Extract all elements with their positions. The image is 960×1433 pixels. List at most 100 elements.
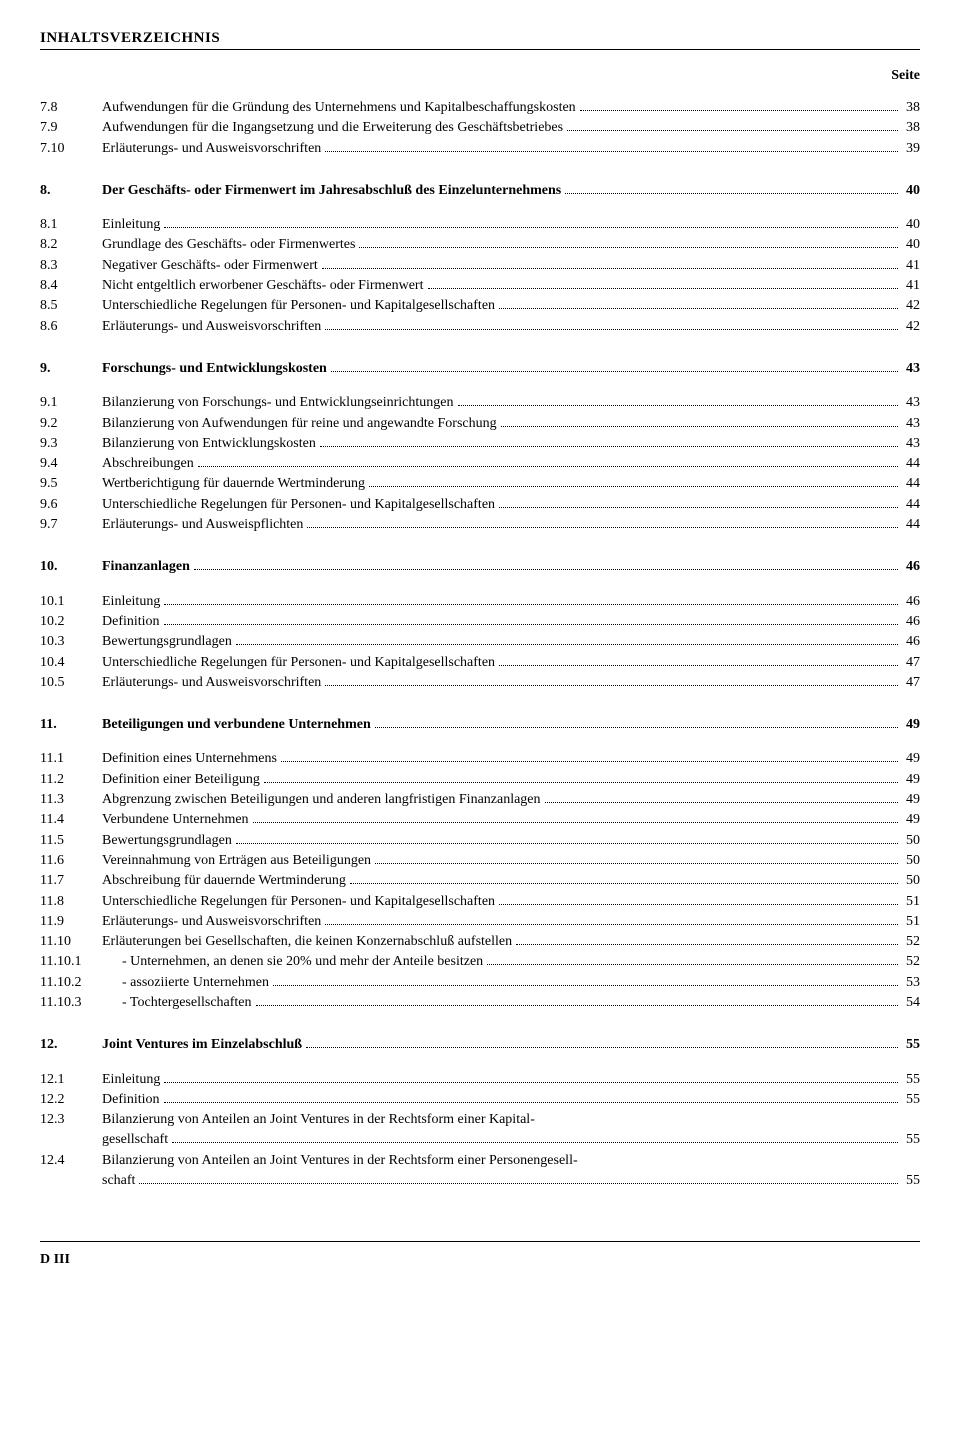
toc-entry-label: Erläuterungs- und Ausweispflichten xyxy=(102,515,303,535)
toc-entry-page: 51 xyxy=(902,912,920,932)
toc-row: 10.4Unterschiedliche Regelungen für Pers… xyxy=(40,653,920,673)
toc-entry-label: Joint Ventures im Einzelabschluß xyxy=(102,1035,302,1055)
toc-entry-text: Einleitung40 xyxy=(102,215,920,235)
toc-entry-page: 46 xyxy=(902,592,920,612)
toc-entry-number: 8.5 xyxy=(40,296,102,316)
toc-entry-label: Forschungs- und Entwicklungskosten xyxy=(102,359,327,379)
toc-entry-number: 11.8 xyxy=(40,892,102,912)
toc-entry-page: 55 xyxy=(902,1130,920,1150)
toc-entry-text: Aufwendungen für die Gründung des Untern… xyxy=(102,98,920,118)
toc-row: 7.8Aufwendungen für die Gründung des Unt… xyxy=(40,98,920,118)
toc-entry-number: 11.10 xyxy=(40,932,102,952)
toc-entry-page: 46 xyxy=(902,557,920,577)
toc-leader-dots xyxy=(164,1101,898,1103)
toc-entry-text: Bilanzierung von Forschungs- und Entwick… xyxy=(102,393,920,413)
toc-section: 8.Der Geschäfts- oder Firmenwert im Jahr… xyxy=(40,181,920,337)
toc-row: 8.Der Geschäfts- oder Firmenwert im Jahr… xyxy=(40,181,920,201)
toc-entry-number: 8.4 xyxy=(40,276,102,296)
toc-leader-dots xyxy=(236,643,898,645)
toc-entry-label-line: Bilanzierung von Anteilen an Joint Ventu… xyxy=(102,1110,920,1130)
toc-row: 11.9Erläuterungs- und Ausweisvorschrifte… xyxy=(40,912,920,932)
toc-entry-number: 11.5 xyxy=(40,831,102,851)
toc-leader-dots xyxy=(236,842,898,844)
toc-leader-dots xyxy=(499,506,898,508)
page-header-title: INHALTSVERZEICHNIS xyxy=(40,30,920,47)
toc-row: 9.1Bilanzierung von Forschungs- und Entw… xyxy=(40,393,920,413)
toc-entry-page: 55 xyxy=(902,1035,920,1055)
toc-leader-dots xyxy=(164,623,898,625)
toc-leader-dots xyxy=(306,1046,898,1048)
toc-entry-label: Definition eines Unternehmens xyxy=(102,749,277,769)
toc-entry-label: Erläuterungs- und Ausweisvorschriften xyxy=(102,139,321,159)
toc-entry-text: Unterschiedliche Regelungen für Personen… xyxy=(102,296,920,316)
toc-entry-number: 10.3 xyxy=(40,632,102,652)
toc-entry-page: 43 xyxy=(902,393,920,413)
toc-entry-page: 43 xyxy=(902,434,920,454)
toc-entry-text: Definition einer Beteiligung49 xyxy=(102,770,920,790)
toc-entry-number: 11.7 xyxy=(40,871,102,891)
toc-entry-number: 9.1 xyxy=(40,393,102,413)
toc-entry-number: 11.3 xyxy=(40,790,102,810)
toc-row: 8.2Grundlage des Geschäfts- oder Firmenw… xyxy=(40,235,920,255)
toc-leader-dots xyxy=(281,760,898,762)
toc-entry-number: 11.10.2 xyxy=(40,973,102,993)
toc-entry-page: 38 xyxy=(902,98,920,118)
toc-entry-text: - Unternehmen, an denen sie 20% und mehr… xyxy=(102,952,920,972)
toc-entry-number: 8.6 xyxy=(40,317,102,337)
toc-entry-label-multiline: Bilanzierung von Anteilen an Joint Ventu… xyxy=(102,1110,920,1151)
toc-entry-number: 7.10 xyxy=(40,139,102,159)
toc-entry-label: Einleitung xyxy=(102,592,160,612)
toc-entry-page: 49 xyxy=(902,770,920,790)
toc-entry-number: 10.4 xyxy=(40,653,102,673)
toc-entry-label: - assoziierte Unternehmen xyxy=(102,973,269,993)
toc-entry-page: 46 xyxy=(902,632,920,652)
toc-leader-dots xyxy=(580,109,898,111)
toc-entry-text: Bewertungsgrundlagen46 xyxy=(102,632,920,652)
toc-row: 11.10Erläuterungen bei Gesellschaften, d… xyxy=(40,932,920,952)
toc-entry-text: Unterschiedliche Regelungen für Personen… xyxy=(102,892,920,912)
toc-leader-dots xyxy=(325,328,898,330)
toc-entry-page: 44 xyxy=(902,474,920,494)
toc-leader-dots xyxy=(565,192,898,194)
toc-entry-label: Verbundene Unternehmen xyxy=(102,810,249,830)
toc-entry-text: Verbundene Unternehmen49 xyxy=(102,810,920,830)
toc-entry-label: - Tochtergesellschaften xyxy=(102,993,252,1013)
toc-leader-dots xyxy=(273,984,898,986)
toc-entry-label: Erläuterungs- und Ausweisvorschriften xyxy=(102,673,321,693)
toc-entry-text: Finanzanlagen46 xyxy=(102,557,920,577)
toc-entry-number: 9.4 xyxy=(40,454,102,474)
toc-entry-page: 55 xyxy=(902,1090,920,1110)
toc-entry-label: Erläuterungs- und Ausweisvorschriften xyxy=(102,317,321,337)
toc-leader-dots xyxy=(139,1182,898,1184)
toc-row: 11.1Definition eines Unternehmens49 xyxy=(40,749,920,769)
toc-entry-text: Grundlage des Geschäfts- oder Firmenwert… xyxy=(102,235,920,255)
toc-leader-dots xyxy=(194,568,898,570)
toc-entry-number: 10. xyxy=(40,557,102,577)
toc-entry-page: 50 xyxy=(902,851,920,871)
toc-leader-dots xyxy=(172,1141,898,1143)
toc-leader-dots xyxy=(375,862,898,864)
toc-leader-dots xyxy=(499,903,898,905)
toc-entry-page: 50 xyxy=(902,871,920,891)
toc-entry-number: 7.8 xyxy=(40,98,102,118)
page-column-label: Seite xyxy=(40,68,920,84)
toc-entry-label-multiline: Bilanzierung von Anteilen an Joint Ventu… xyxy=(102,1151,920,1192)
toc-entry-number: 11.10.3 xyxy=(40,993,102,1013)
toc-entry-number: 11.4 xyxy=(40,810,102,830)
toc-entry-number: 8. xyxy=(40,181,102,201)
toc-row: 9.2Bilanzierung von Aufwendungen für rei… xyxy=(40,414,920,434)
toc-row: 11.10.1- Unternehmen, an denen sie 20% u… xyxy=(40,952,920,972)
toc-entry-label: Einleitung xyxy=(102,215,160,235)
toc-entry-label: Abschreibung für dauernde Wertminderung xyxy=(102,871,346,891)
toc-row: 11.5Bewertungsgrundlagen50 xyxy=(40,831,920,851)
toc-entry-label: schaft xyxy=(102,1171,135,1191)
toc-row: 11.10.3- Tochtergesellschaften54 xyxy=(40,993,920,1013)
toc-row: 12.4Bilanzierung von Anteilen an Joint V… xyxy=(40,1151,920,1192)
page-footer: D III xyxy=(40,1241,920,1268)
toc-entry-label: Definition xyxy=(102,1090,160,1110)
toc-entry-number: 11.1 xyxy=(40,749,102,769)
toc-entry-text: - Tochtergesellschaften54 xyxy=(102,993,920,1013)
toc-entry-number: 8.2 xyxy=(40,235,102,255)
toc-entry-page: 42 xyxy=(902,317,920,337)
toc-entry-text: Erläuterungs- und Ausweisvorschriften51 xyxy=(102,912,920,932)
